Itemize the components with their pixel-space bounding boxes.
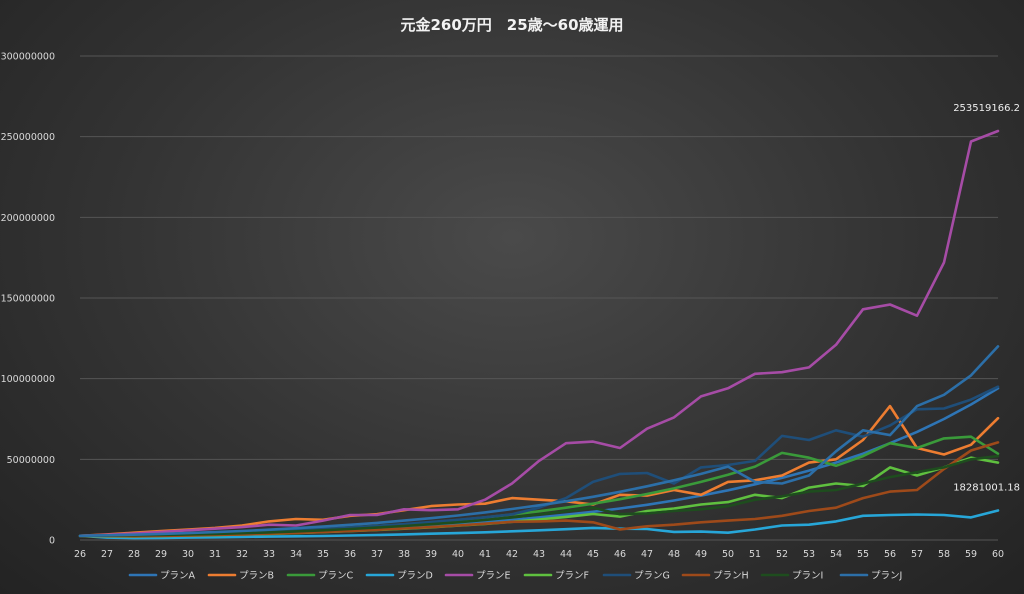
x-axis: 26 27 28 29 30 31 32 33 34 35 36 37 38 39 40 41 42 43 44 45… bbox=[74, 549, 1004, 560]
x-tick-label: 54 bbox=[830, 549, 842, 560]
x-tick-label: 50 bbox=[722, 549, 734, 560]
x-tick-label: 46 bbox=[614, 549, 626, 560]
x-tick-label: 27 bbox=[101, 549, 113, 560]
x-tick-label: 39 bbox=[425, 549, 437, 560]
legend-entry: プランE bbox=[476, 571, 511, 582]
y-tick-label: 250000000 bbox=[1, 132, 55, 143]
y-axis: 0 50000000 100000000 150000000 200000000 2500… bbox=[1, 52, 55, 547]
x-tick-label: 37 bbox=[371, 549, 383, 560]
x-tick-label: 51 bbox=[749, 549, 761, 560]
x-tick-label: 49 bbox=[695, 549, 707, 560]
x-tick-label: 31 bbox=[209, 549, 221, 560]
x-tick-label: 35 bbox=[317, 549, 329, 560]
legend-entry: プランC bbox=[318, 571, 354, 582]
x-tick-label: 59 bbox=[965, 549, 977, 560]
x-tick-label: 36 bbox=[344, 549, 356, 560]
legend-entry: プランG bbox=[634, 571, 670, 582]
series-line-プランD bbox=[78, 509, 1000, 540]
series-line-プランB bbox=[78, 404, 1000, 538]
x-tick-label: 26 bbox=[74, 549, 86, 560]
legend-entry: プランB bbox=[239, 571, 274, 582]
x-tick-label: 29 bbox=[155, 549, 167, 560]
x-tick-label: 52 bbox=[776, 549, 788, 560]
legend-entry: プランA bbox=[160, 571, 196, 582]
x-tick-label: 48 bbox=[668, 549, 680, 560]
y-tick-label: 150000000 bbox=[1, 294, 55, 305]
x-tick-label: 34 bbox=[290, 549, 302, 560]
x-tick-label: 42 bbox=[506, 549, 518, 560]
x-tick-label: 44 bbox=[560, 549, 572, 560]
legend-entry: プランF bbox=[555, 571, 589, 582]
y-tick-label: 200000000 bbox=[1, 213, 55, 224]
x-tick-label: 30 bbox=[182, 549, 194, 560]
x-tick-label: 28 bbox=[128, 549, 140, 560]
x-tick-label: 53 bbox=[803, 549, 815, 560]
x-tick-label: 60 bbox=[992, 549, 1004, 560]
x-tick-label: 32 bbox=[236, 549, 248, 560]
series-line-プランF bbox=[78, 456, 1000, 538]
data-label: 18281001.18 bbox=[953, 483, 1020, 494]
x-tick-label: 33 bbox=[263, 549, 275, 560]
x-tick-label: 56 bbox=[884, 549, 896, 560]
series-line-プランE bbox=[78, 129, 1000, 538]
x-tick-label: 45 bbox=[587, 549, 599, 560]
y-tick-label: 100000000 bbox=[1, 374, 55, 385]
x-tick-label: 58 bbox=[938, 549, 950, 560]
series-line-プランI bbox=[78, 454, 1000, 538]
y-tick-label: 50000000 bbox=[7, 455, 55, 466]
x-tick-label: 43 bbox=[533, 549, 545, 560]
x-tick-label: 40 bbox=[452, 549, 464, 560]
data-labels: 253519166.2 18281001.18 bbox=[953, 103, 1020, 494]
series-line-プランJ bbox=[78, 345, 1000, 538]
legend-entry: プランD bbox=[397, 571, 433, 582]
legend: プランA プランB プランC プランD プランE プランF プランG プランH プランI プランJ bbox=[128, 571, 902, 582]
y-tick-label: 0 bbox=[49, 536, 55, 547]
x-tick-label: 38 bbox=[398, 549, 410, 560]
legend-entry: プランJ bbox=[871, 571, 902, 582]
x-tick-label: 55 bbox=[857, 549, 869, 560]
data-label: 253519166.2 bbox=[953, 103, 1020, 114]
chart-title: 元金260万円 25歳～60歳運用 bbox=[400, 16, 623, 34]
x-tick-label: 41 bbox=[479, 549, 491, 560]
legend-entry: プランI bbox=[792, 571, 823, 582]
x-tick-label: 57 bbox=[911, 549, 923, 560]
gridlines bbox=[80, 55, 998, 541]
y-tick-label: 300000000 bbox=[1, 52, 55, 63]
legend-entry: プランH bbox=[713, 571, 749, 582]
x-tick-label: 47 bbox=[641, 549, 653, 560]
series-lines bbox=[78, 129, 1000, 540]
